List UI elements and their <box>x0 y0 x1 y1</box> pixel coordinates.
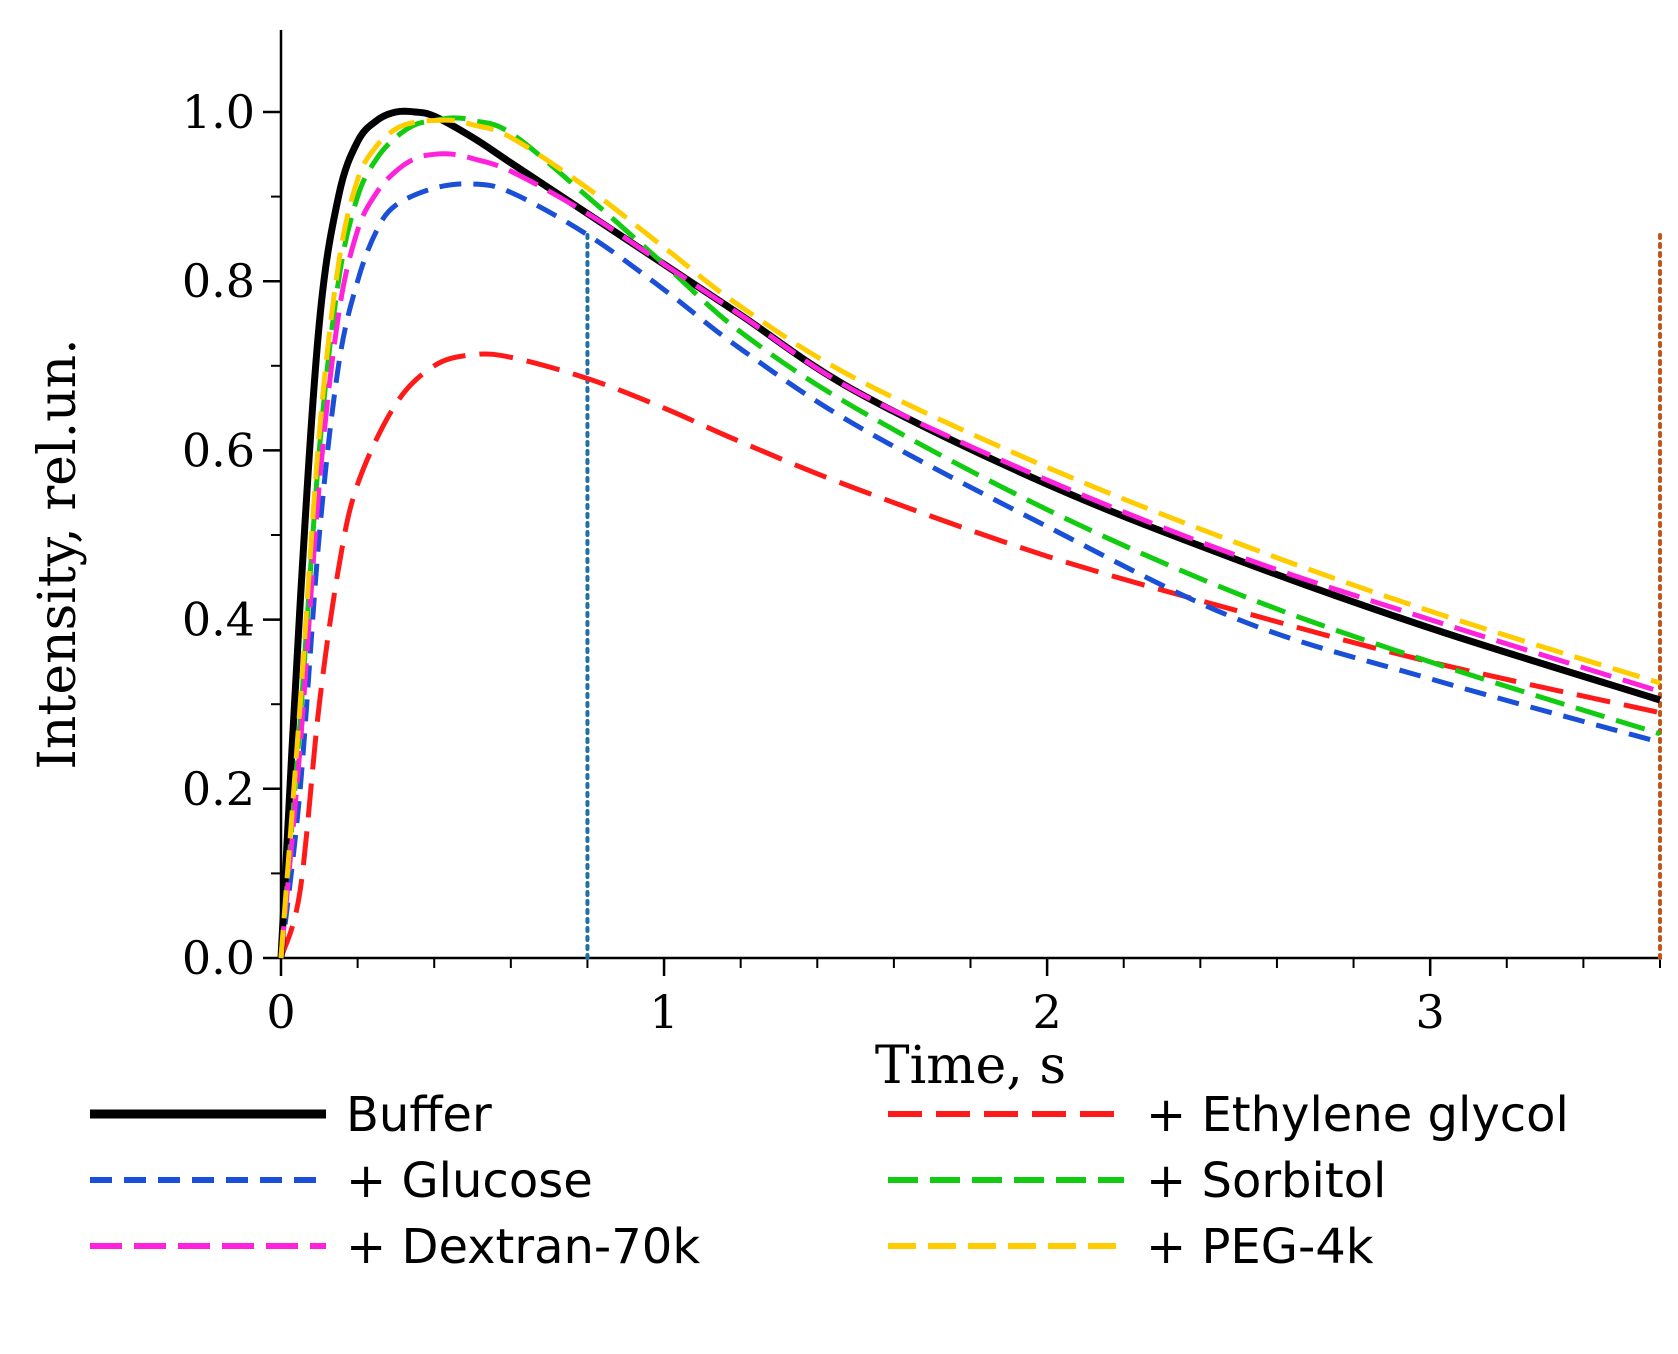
y-tick-label: 0.2 <box>182 762 255 816</box>
series-line-peg-4k <box>278 117 1661 959</box>
legend-label-buffer: Buffer <box>346 1087 492 1143</box>
series-line-dextran-70k <box>278 151 1661 959</box>
series-line-buffer <box>277 107 1662 959</box>
x-tick-label: 3 <box>1416 985 1445 1039</box>
x-tick-label: 0 <box>266 985 295 1039</box>
y-tick-label: 0.6 <box>182 423 255 477</box>
legend-label-glucose: + Glucose <box>346 1153 593 1209</box>
legend-label-dextran-70k: + Dextran-70k <box>346 1219 700 1275</box>
y-tick-label: 0.4 <box>182 593 255 647</box>
plot-area: 0.0 0.2 0.4 0.6 0.8 1.0 0 1 2 3 Time, s Intensity, … <box>28 30 1662 1096</box>
series-line-sorbitol <box>278 115 1661 959</box>
series-line-ethylene-glycol <box>278 351 1661 959</box>
legend-label-peg-4k: + PEG-4k <box>1146 1219 1374 1275</box>
y-tick-label: 0.8 <box>182 254 255 308</box>
y-axis-label: Intensity, rel.un. <box>28 338 88 769</box>
y-tick-label: 1.0 <box>182 85 255 139</box>
legend-label-sorbitol: + Sorbitol <box>1146 1153 1386 1209</box>
x-axis-label: Time, s <box>875 1036 1066 1096</box>
x-tick-label: 2 <box>1032 985 1061 1039</box>
x-tick-label: 1 <box>649 985 678 1039</box>
y-tick-label: 0.0 <box>182 931 255 985</box>
series-line-glucose <box>278 181 1661 959</box>
legend: Buffer + Ethylene glycol + Glucose + Sorbit… <box>90 1087 1569 1275</box>
legend-label-ethylene-glycol: + Ethylene glycol <box>1146 1087 1569 1143</box>
